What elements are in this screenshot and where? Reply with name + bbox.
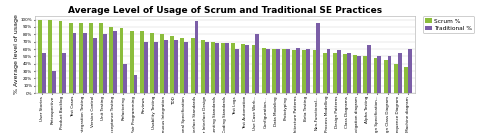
Bar [164,40,168,93]
Y-axis label: % Average level of usage: % Average level of usage [14,15,19,94]
Bar [194,21,198,93]
Bar [204,42,208,93]
Bar [124,64,128,93]
Bar [99,23,103,93]
Bar [150,33,154,93]
Bar [246,45,249,93]
Bar [242,44,246,93]
Bar [252,45,256,93]
Bar [388,56,392,93]
Bar [316,23,320,93]
Bar [302,51,306,93]
Bar [184,42,188,93]
Bar [140,31,143,93]
Bar [174,40,178,93]
Bar [52,71,56,93]
Bar [384,60,388,93]
Bar [235,49,239,93]
Bar [130,31,134,93]
Bar [211,42,215,93]
Bar [72,33,76,93]
Bar [62,53,66,93]
Bar [282,49,286,93]
Bar [256,34,260,93]
Bar [201,40,204,93]
Bar [48,20,52,93]
Bar [103,34,107,93]
Bar [170,36,174,93]
Bar [180,38,184,93]
Bar [333,53,337,93]
Bar [79,23,83,93]
Bar [404,67,408,93]
Bar [322,53,326,93]
Bar [306,49,310,93]
Bar [286,49,290,93]
Bar [296,48,300,93]
Bar [326,49,330,93]
Bar [83,33,86,93]
Bar [394,64,398,93]
Bar [221,43,225,93]
Bar [367,45,371,93]
Bar [68,23,72,93]
Bar [343,54,347,93]
Bar [144,42,148,93]
Bar [408,49,412,93]
Bar [276,49,280,93]
Bar [266,49,270,93]
Bar [38,20,42,93]
Bar [89,23,93,93]
Bar [337,51,340,93]
Bar [120,28,124,93]
Bar [272,49,276,93]
Bar [353,55,357,93]
Title: Average Level of Usage of Scrum and Traditional SE Practices: Average Level of Usage of Scrum and Trad… [68,6,382,15]
Bar [58,21,62,93]
Bar [42,53,46,93]
Legend: Scrum %, Traditional %: Scrum %, Traditional % [422,16,474,34]
Bar [262,48,266,93]
Bar [312,51,316,93]
Bar [378,56,382,93]
Bar [232,43,235,93]
Bar [93,38,97,93]
Bar [134,75,138,93]
Bar [154,42,158,93]
Bar [160,34,164,93]
Bar [347,53,351,93]
Bar [190,38,194,93]
Bar [374,58,378,93]
Bar [292,51,296,93]
Bar [398,53,402,93]
Bar [110,27,113,93]
Bar [215,43,218,93]
Bar [364,56,367,93]
Bar [225,43,229,93]
Bar [357,56,361,93]
Bar [113,31,117,93]
